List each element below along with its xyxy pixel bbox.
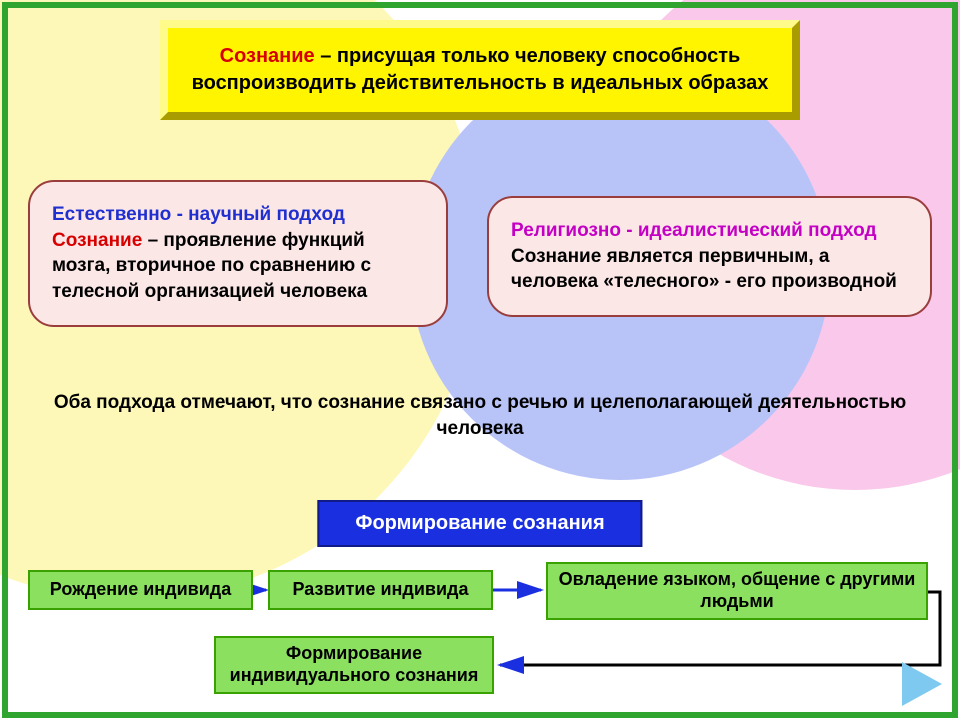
next-slide-button[interactable]: [902, 662, 942, 706]
common-note: Оба подхода отмечают, что сознание связа…: [30, 390, 930, 441]
definition-box: Сознание – присущая только человеку спос…: [160, 20, 800, 120]
definition-term: Сознание: [220, 45, 315, 67]
approach-scientific-term: Сознание: [52, 230, 142, 251]
approach-scientific-title: Естественно - научный подход: [52, 202, 424, 228]
approach-religious: Религиозно - идеалистический подход Созн…: [487, 196, 932, 317]
step-individual: Формирование индивидуального сознания: [214, 636, 494, 694]
approach-scientific: Естественно - научный подход Сознание – …: [28, 180, 448, 327]
approach-religious-title: Религиозно - идеалистический подход: [511, 218, 908, 244]
formation-header: Формирование сознания: [317, 500, 642, 547]
step-language: Овладение языком, общение с другими людь…: [546, 562, 928, 620]
step-birth: Рождение индивида: [28, 570, 253, 610]
step-develop: Развитие индивида: [268, 570, 493, 610]
approach-religious-body: Сознание является первичным, а человека …: [511, 244, 908, 295]
